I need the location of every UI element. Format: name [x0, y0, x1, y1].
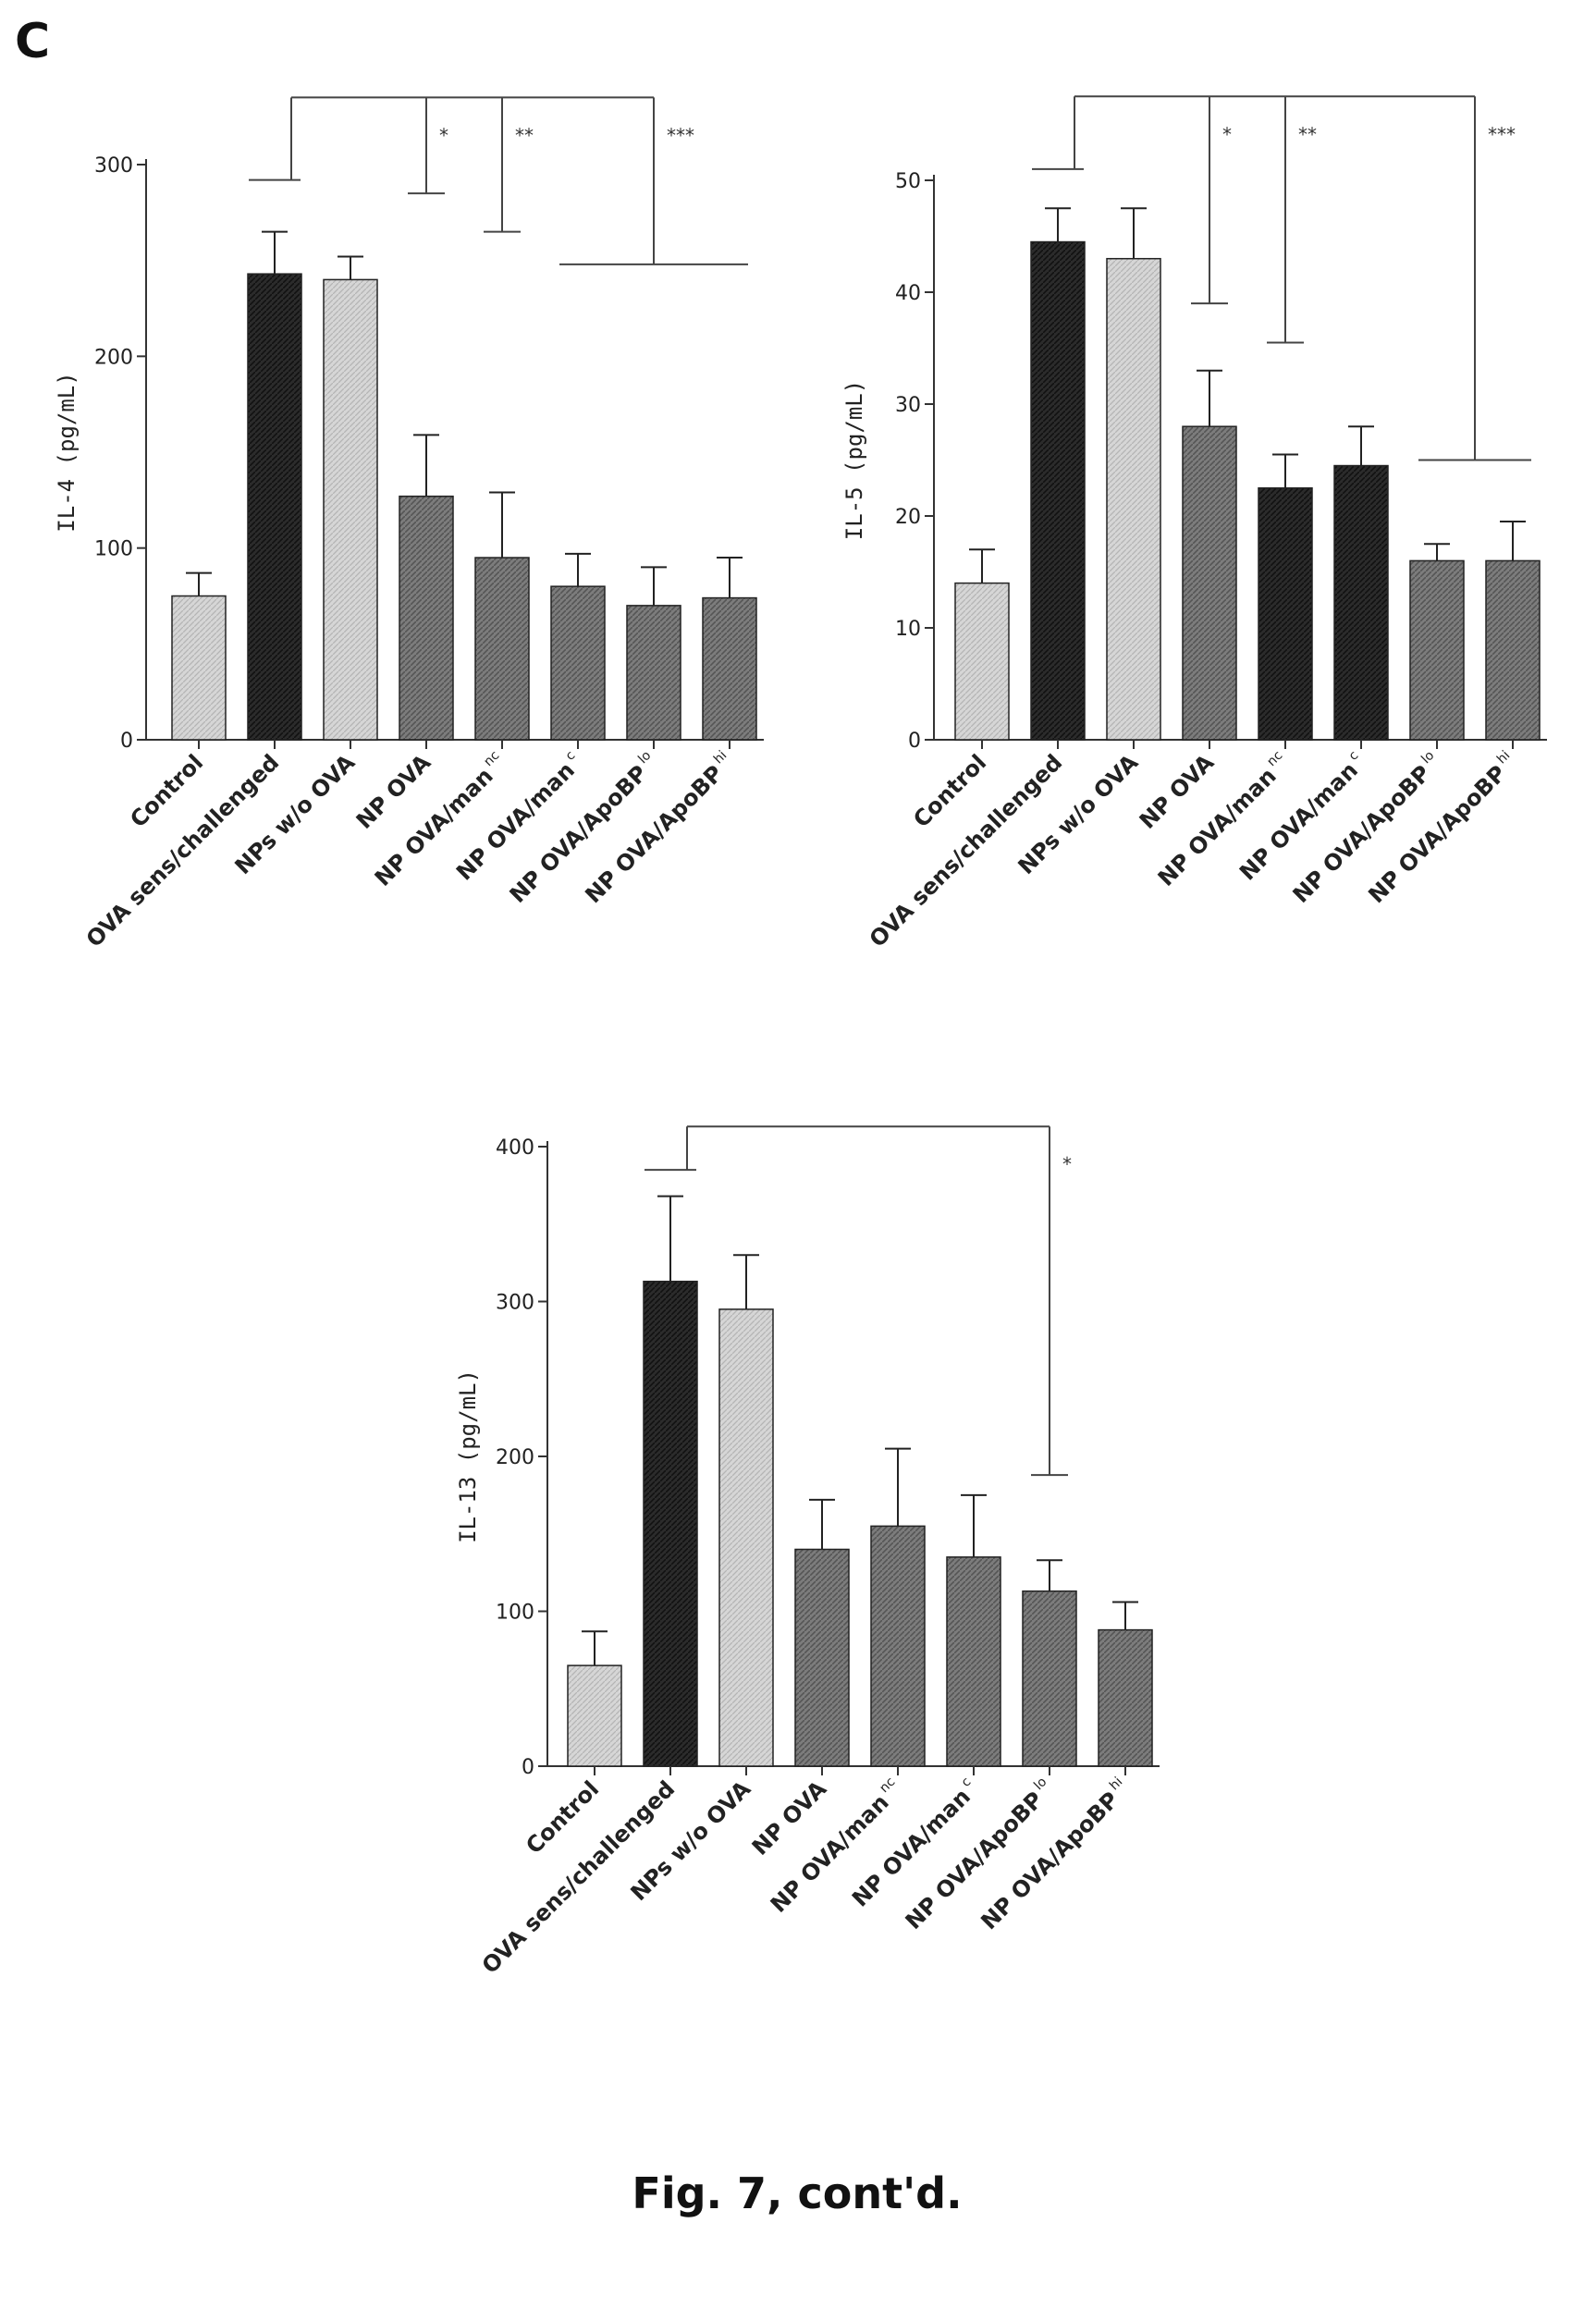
- bar: [550, 585, 606, 741]
- bar: [946, 1556, 1001, 1767]
- significance-label: *: [1222, 123, 1232, 145]
- bar: [1409, 559, 1465, 741]
- bar: [1030, 240, 1086, 741]
- bar: [718, 1308, 774, 1767]
- bar: [1098, 1628, 1153, 1767]
- bar: [870, 1525, 926, 1767]
- bar: [1258, 487, 1313, 741]
- y-tick-label: 300: [94, 154, 133, 178]
- y-tick-label: 0: [522, 1756, 534, 1779]
- category-label: NP OVA/ApoBPlo: [1286, 748, 1446, 908]
- bar: [1182, 425, 1237, 741]
- y-tick-label: 200: [94, 346, 133, 369]
- significance-label: *: [1062, 1153, 1072, 1175]
- y-tick-label: 200: [496, 1446, 534, 1469]
- y-axis-title: IL-4 (pg/mL): [54, 372, 80, 532]
- bar: [1106, 257, 1161, 741]
- bar: [247, 273, 302, 741]
- bar: [954, 582, 1010, 741]
- y-tick-label: 100: [94, 538, 133, 561]
- figure-caption: Fig. 7, cont'd.: [632, 2168, 962, 2218]
- category-label: NP OVA/ApoBPlo: [899, 1775, 1059, 1934]
- significance-label: ***: [1488, 123, 1516, 145]
- bar: [323, 278, 378, 741]
- bar: [702, 596, 757, 741]
- bar: [399, 495, 454, 741]
- category-label: NP OVA/mannc: [1151, 748, 1295, 891]
- bar: [474, 557, 530, 741]
- significance-label: ***: [667, 124, 694, 146]
- y-tick-label: 40: [895, 282, 921, 305]
- bar: [794, 1548, 850, 1767]
- category-label: NP OVA/ApoBPhi: [1362, 748, 1522, 908]
- bar: [1333, 464, 1389, 741]
- category-label: NP OVA/mannc: [764, 1775, 907, 1918]
- category-label: NP OVA/ApoBPhi: [579, 748, 739, 908]
- category-label: NP OVA/ApoBPhi: [975, 1775, 1135, 1934]
- y-tick-label: 300: [496, 1292, 534, 1315]
- y-tick-label: 100: [496, 1602, 534, 1625]
- y-axis-title: IL-5 (pg/mL): [841, 380, 867, 540]
- bar: [626, 605, 681, 741]
- significance-label: **: [1298, 123, 1317, 145]
- category-label: NP OVA/manc: [1234, 748, 1371, 886]
- y-tick-label: 10: [895, 618, 921, 641]
- y-axis-title: IL-13 (pg/mL): [455, 1369, 481, 1543]
- category-label: NP OVA/ApoBPlo: [503, 748, 663, 908]
- bar: [1022, 1590, 1077, 1767]
- y-tick-label: 50: [895, 170, 921, 193]
- bar: [171, 595, 227, 741]
- significance-label: *: [439, 124, 448, 146]
- y-tick-label: 0: [120, 730, 133, 753]
- category-label: NP OVA/mannc: [368, 748, 511, 891]
- bar: [567, 1664, 622, 1767]
- category-label: NP OVA/manc: [846, 1775, 984, 1912]
- category-label: NP OVA/manc: [450, 748, 588, 886]
- significance-label: **: [515, 124, 534, 146]
- bar: [643, 1280, 698, 1767]
- y-tick-label: 30: [895, 394, 921, 417]
- panel-label: C: [15, 14, 50, 69]
- y-tick-label: 400: [496, 1136, 534, 1160]
- y-tick-label: 20: [895, 506, 921, 529]
- y-tick-label: 0: [908, 730, 921, 753]
- bar: [1485, 559, 1541, 741]
